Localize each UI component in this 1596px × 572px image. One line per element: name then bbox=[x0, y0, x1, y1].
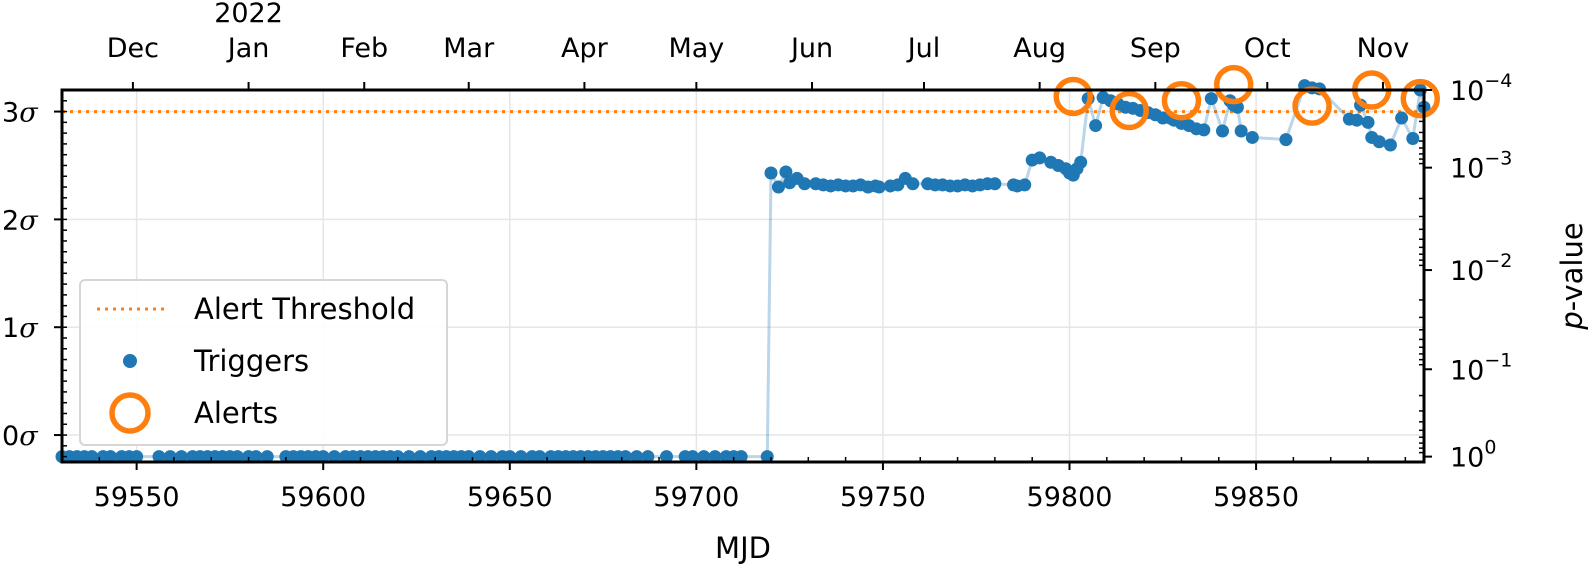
trigger-point bbox=[764, 166, 778, 180]
trigger-point bbox=[402, 450, 416, 464]
y-right-tick-label: 10−4 bbox=[1450, 70, 1512, 107]
trigger-point bbox=[771, 180, 785, 194]
month-label: Jul bbox=[906, 33, 941, 64]
alert-ring bbox=[1400, 78, 1441, 119]
alert-ring bbox=[1109, 90, 1149, 131]
trigger-point bbox=[641, 450, 655, 464]
trigger-point bbox=[484, 450, 498, 464]
alert-ring bbox=[1161, 81, 1202, 121]
trigger-point bbox=[260, 450, 274, 464]
y-left-tick-label: 0σ bbox=[2, 421, 39, 452]
trigger-point bbox=[503, 450, 517, 464]
year-label: 2022 bbox=[214, 0, 283, 29]
month-label: May bbox=[668, 33, 724, 64]
alert-ring bbox=[1053, 76, 1093, 117]
month-label: Nov bbox=[1357, 33, 1410, 64]
trigger-point bbox=[1234, 124, 1248, 138]
trigger-point bbox=[130, 450, 144, 464]
right-axis-label: p-value bbox=[1555, 222, 1589, 330]
month-label: Sep bbox=[1130, 33, 1181, 64]
trigger-point bbox=[104, 450, 118, 464]
x-tick-label: 59800 bbox=[1027, 482, 1113, 513]
trigger-point bbox=[906, 177, 920, 191]
trigger-point bbox=[1245, 130, 1259, 144]
y-left-tick-label: 1σ bbox=[2, 313, 39, 344]
trigger-point bbox=[1350, 113, 1364, 127]
trigger-point bbox=[1074, 155, 1088, 169]
month-label: Dec bbox=[107, 33, 159, 64]
month-label: Oct bbox=[1244, 33, 1291, 64]
y-left-tick-label: 2σ bbox=[2, 205, 39, 236]
trigger-point bbox=[316, 450, 330, 464]
legend-alert-swatch bbox=[109, 392, 151, 434]
trigger-point bbox=[1361, 115, 1375, 129]
trigger-point bbox=[174, 450, 188, 464]
x-axis-label: MJD bbox=[715, 531, 771, 565]
trigger-point bbox=[1406, 132, 1420, 146]
legend-label: Triggers bbox=[193, 344, 309, 378]
y-right-tick-label: 10−3 bbox=[1450, 148, 1512, 185]
triggers-layer bbox=[55, 79, 1431, 464]
x-tick-label: 59850 bbox=[1213, 482, 1299, 513]
trigger-point bbox=[1089, 119, 1103, 133]
month-label: Jan bbox=[226, 33, 270, 64]
x-tick-label: 59700 bbox=[653, 482, 739, 513]
trigger-point bbox=[473, 450, 487, 464]
x-axis-top: Dec Jan 2022 Feb Mar Apr May Jun Jul Aug Sep Oct Nov bbox=[107, 0, 1410, 90]
trigger-point bbox=[686, 450, 700, 464]
trigger-point bbox=[533, 450, 547, 464]
trigger-point bbox=[734, 450, 748, 464]
trigger-point bbox=[1033, 151, 1047, 165]
month-label: Feb bbox=[340, 33, 388, 64]
x-tick-label: 59650 bbox=[467, 482, 553, 513]
trigger-point bbox=[514, 450, 528, 464]
month-label: Mar bbox=[443, 33, 495, 64]
trigger-point bbox=[1204, 92, 1218, 106]
x-tick-label: 59750 bbox=[840, 482, 926, 513]
legend-trigger-swatch bbox=[123, 354, 137, 368]
trigger-point bbox=[327, 450, 341, 464]
x-tick-label: 59550 bbox=[94, 482, 180, 513]
y-right-tick-label: 10−2 bbox=[1450, 250, 1512, 287]
trigger-point bbox=[1383, 138, 1397, 152]
trigger-point bbox=[391, 450, 405, 464]
trigger-point bbox=[660, 450, 674, 464]
trigger-point bbox=[988, 177, 1002, 191]
trigger-point bbox=[779, 165, 793, 179]
y-right-tick-label: 100 bbox=[1450, 437, 1496, 474]
month-label: Aug bbox=[1013, 33, 1066, 64]
trigger-point bbox=[1197, 123, 1211, 137]
trigger-point bbox=[1372, 135, 1386, 149]
y-left-tick-label: 3σ bbox=[2, 98, 39, 129]
trigger-point bbox=[1395, 111, 1409, 125]
trigger-point bbox=[85, 450, 99, 464]
trigger-point bbox=[249, 450, 263, 464]
month-label: Jun bbox=[789, 33, 833, 64]
trigger-point bbox=[697, 450, 711, 464]
trigger-point bbox=[708, 450, 722, 464]
y-axis-left: 0σ 1σ 2σ 3σ bbox=[2, 98, 67, 458]
legend: Alert Threshold Triggers Alerts bbox=[79, 279, 448, 446]
x-axis-bottom: 59550 59600 59650 59700 59750 59800 59850 bbox=[61, 457, 1407, 513]
legend-box bbox=[79, 279, 448, 446]
trigger-point bbox=[1215, 124, 1229, 138]
trigger-point bbox=[1279, 133, 1293, 147]
legend-label: Alert Threshold bbox=[194, 292, 415, 326]
trigger-point bbox=[1018, 178, 1032, 192]
trigger-point bbox=[413, 450, 427, 464]
trigger-point bbox=[630, 450, 644, 464]
y-axis-right: 100 10−1 10−2 10−3 10−4 bbox=[1419, 70, 1512, 474]
trigger-point bbox=[872, 180, 886, 194]
x-tick-label: 59600 bbox=[280, 482, 366, 513]
trigger-point bbox=[798, 177, 812, 191]
plot-frame bbox=[60, 88, 1426, 464]
trigger-point bbox=[230, 450, 244, 464]
alert-ring bbox=[1213, 64, 1254, 105]
month-label: Apr bbox=[561, 33, 609, 64]
y-right-tick-label: 10−1 bbox=[1450, 349, 1512, 386]
legend-label: Alerts bbox=[194, 396, 278, 430]
trigger-point bbox=[152, 450, 166, 464]
